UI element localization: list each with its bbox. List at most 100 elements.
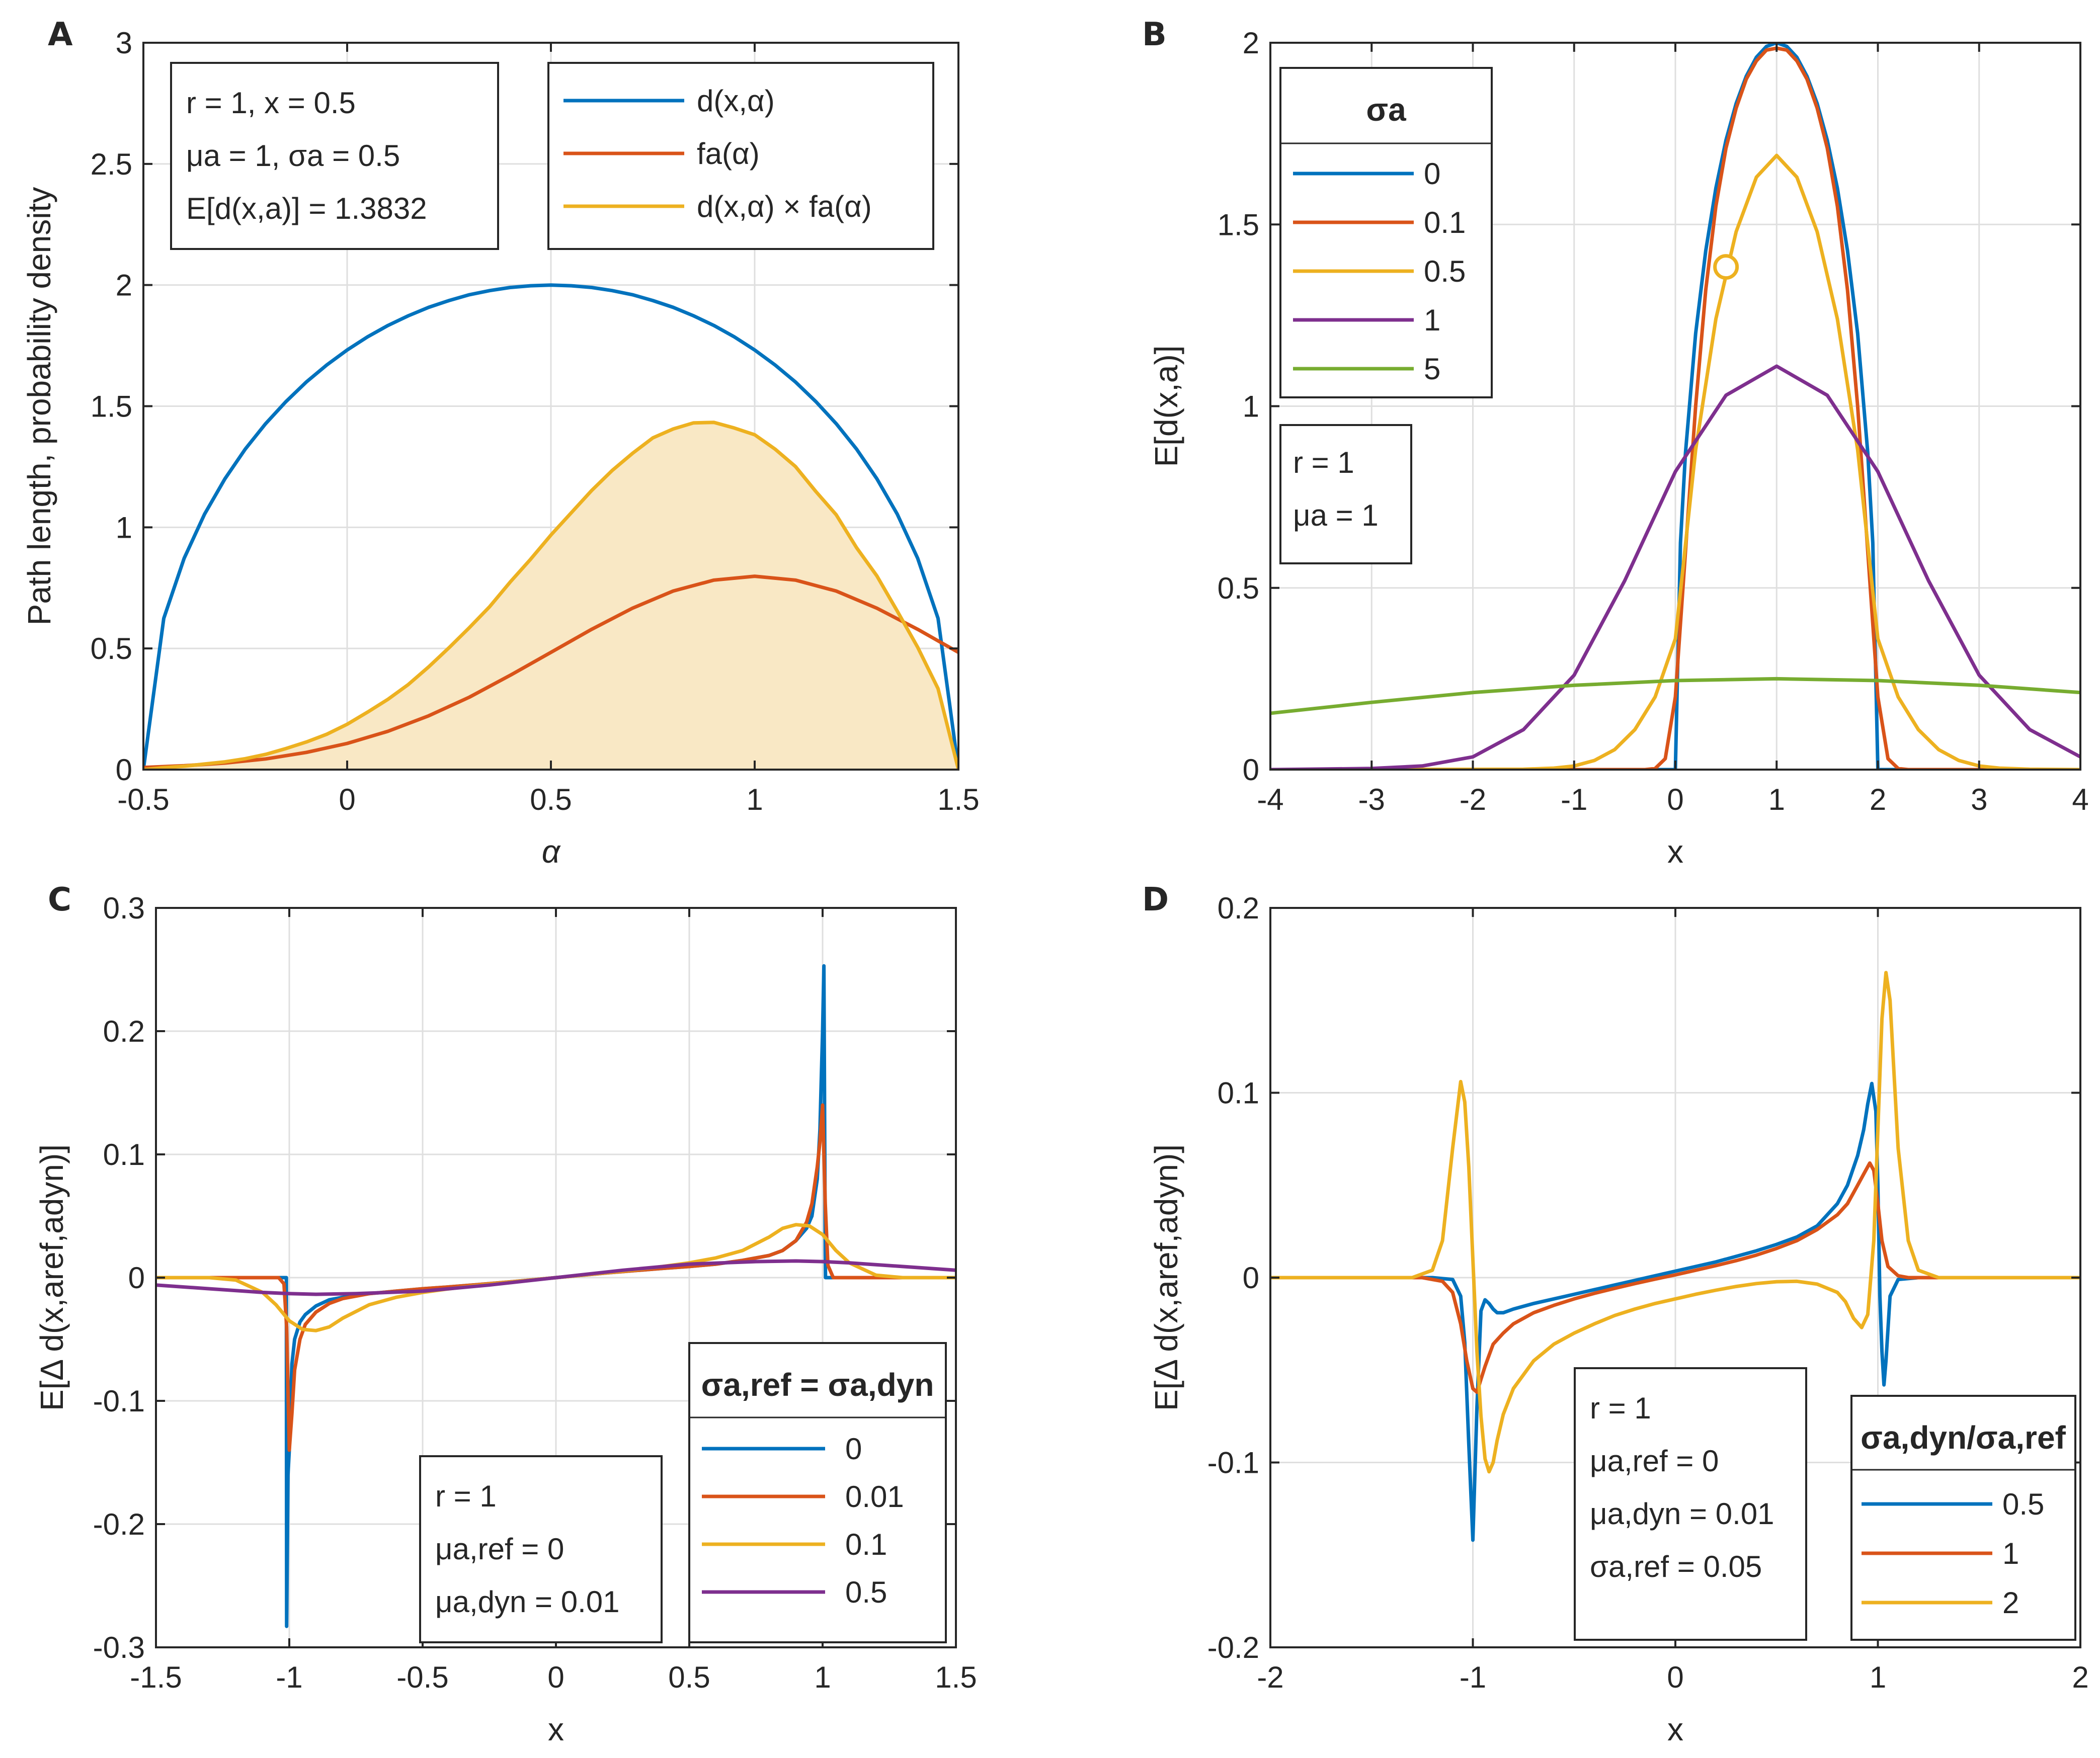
y-tick-label: 0.2	[103, 1015, 145, 1048]
y-tick-label: 0	[116, 753, 132, 787]
legend-label: 0.5	[2002, 1487, 2044, 1521]
y-tick-label: 1	[1243, 390, 1259, 424]
annotation-line: σa,ref = 0.05	[1590, 1550, 1762, 1583]
legend-label: 1	[2002, 1537, 2019, 1570]
x-tick-label: 0	[547, 1660, 564, 1694]
x-tick-label: 0	[1667, 1660, 1683, 1694]
y-axis-label: E[Δ d(x,aref,adyn)]	[34, 1144, 70, 1411]
series-group	[1270, 971, 2080, 1542]
annotation-box-b	[1279, 424, 1412, 564]
legend-label: 0	[845, 1432, 862, 1466]
x-tick-label: -1	[1460, 1660, 1486, 1694]
series-line-c05	[156, 1259, 956, 1296]
annotation-box-a	[170, 62, 499, 250]
series-line-s1	[1270, 364, 2080, 770]
legend-label: 0.1	[1424, 206, 1466, 239]
series-group	[143, 283, 958, 770]
x-tick-label: -1	[1561, 783, 1587, 816]
x-tick-label: 0.5	[530, 783, 572, 816]
x-tick-label: -2	[1460, 783, 1486, 816]
annotation-line: r = 1, x = 0.5	[186, 86, 356, 120]
x-tick-label: 3	[1971, 783, 1987, 816]
y-axis-label: E[d(x,a)]	[1148, 346, 1184, 467]
x-tick-label: 0	[339, 783, 355, 816]
y-tick-label: 0.2	[1218, 891, 1259, 925]
y-tick-label: 1.5	[91, 390, 132, 424]
legend-title: σa,ref = σa,dyn	[701, 1367, 934, 1403]
annotation-line: r = 1	[1293, 446, 1354, 479]
series-line-f	[143, 574, 958, 770]
series-line-d	[143, 283, 958, 770]
y-tick-label: 1	[116, 511, 132, 544]
annotation-line: μa,dyn = 0.01	[1590, 1497, 1774, 1531]
annotation-line: μa = 1, σa = 0.5	[186, 139, 400, 173]
legend-title: σa	[1366, 92, 1406, 128]
legend-label: 0.5	[1424, 255, 1466, 288]
y-tick-label: 0	[1243, 753, 1259, 787]
x-tick-label: -1.5	[130, 1660, 182, 1694]
y-axis-label: Path length, probability density	[21, 187, 57, 626]
x-tick-label: 1	[746, 783, 763, 816]
legend-label: 0.1	[845, 1528, 887, 1561]
y-tick-label: -0.3	[93, 1631, 145, 1664]
marker-point	[1713, 254, 1739, 280]
panel-label: A	[48, 16, 73, 53]
x-axis-label: x	[548, 1711, 564, 1747]
x-axis-label: x	[1667, 833, 1683, 870]
series-fill-prod	[143, 422, 958, 770]
series-group	[156, 964, 956, 1628]
legend-box-a	[547, 62, 934, 250]
x-tick-label: -2	[1257, 1660, 1283, 1694]
y-axis-label: E[Δ d(x,aref,adyn)]	[1148, 1144, 1184, 1411]
y-tick-label: -0.2	[93, 1508, 145, 1541]
legend-label: 0.01	[845, 1480, 904, 1514]
annotation-line: E[d(x,a)] = 1.3832	[186, 192, 427, 225]
panel-label: D	[1142, 881, 1169, 918]
annotation-line: r = 1	[1590, 1391, 1651, 1425]
series-line-d2	[1270, 971, 2080, 1474]
annotation-line: r = 1	[435, 1479, 497, 1513]
series-line-prod	[143, 421, 958, 770]
x-tick-label: 0	[1667, 783, 1683, 816]
x-tick-label: 1	[814, 1660, 831, 1694]
y-tick-label: 2.5	[91, 147, 132, 181]
legend-title: σa,dyn/σa,ref	[1861, 1419, 2066, 1456]
x-tick-label: -3	[1358, 783, 1385, 816]
annotation-box-c	[419, 1455, 663, 1643]
series-line-s05	[1270, 153, 2080, 770]
x-tick-label: 2	[2072, 1660, 2088, 1694]
x-tick-label: 2	[1870, 783, 1886, 816]
x-tick-label: -1	[276, 1660, 302, 1694]
legend-label: 0.5	[845, 1575, 887, 1609]
legend-label: d(x,α) × fa(α)	[697, 190, 872, 223]
panel-b: -4 -3 -2 -1 0 1 2 3 4 0 0.5 1 1.5 2 x E[d(x,a)] B	[1142, 16, 2089, 870]
y-tick-label: 0.1	[103, 1138, 145, 1171]
y-tick-label: 0.1	[1218, 1076, 1259, 1110]
x-tick-label: 0.5	[668, 1660, 710, 1694]
series-line-s0	[1270, 43, 2080, 770]
y-tick-label: 0.5	[1218, 571, 1259, 605]
y-tick-label: -0.1	[93, 1384, 145, 1418]
y-tick-label: -0.1	[1207, 1446, 1259, 1480]
y-tick-label: 2	[116, 269, 132, 302]
legend-box-b	[1279, 67, 1493, 398]
x-tick-label: 1.5	[935, 1660, 977, 1694]
x-tick-label: 1	[1870, 1660, 1886, 1694]
legend-label: fa(α)	[697, 137, 760, 171]
annotation-line: μa,ref = 0	[1590, 1444, 1719, 1478]
x-tick-label: -0.5	[117, 783, 169, 816]
annotation-line: μa,dyn = 0.01	[435, 1585, 620, 1619]
annotation-line: μa = 1	[1293, 498, 1379, 532]
legend-label: d(x,α)	[697, 84, 775, 118]
x-tick-label: 1	[1768, 783, 1785, 816]
y-tick-label: -0.2	[1207, 1631, 1259, 1664]
y-tick-label: 0.3	[103, 891, 145, 925]
legend-box-d	[1850, 1395, 2076, 1641]
panel-label: C	[48, 881, 71, 918]
y-tick-label: 0	[128, 1261, 145, 1295]
x-axis-label: α	[542, 833, 561, 870]
legend-label: 2	[2002, 1586, 2019, 1620]
series-line-s5	[1270, 677, 2080, 715]
annotation-line: μa,ref = 0	[435, 1532, 564, 1566]
